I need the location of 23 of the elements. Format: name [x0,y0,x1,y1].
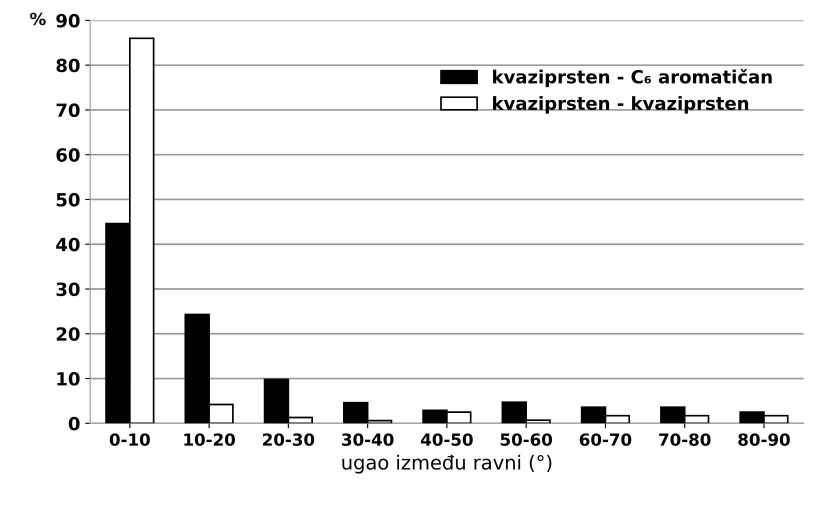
y-tick-label: 0 [68,416,80,430]
x-tick-label: 20-30 [263,433,314,446]
y-tick-label: 90 [56,14,80,28]
x-tick-label: 30-40 [342,433,394,446]
x-tick-label: 40-50 [421,433,473,446]
y-tick-label: 30 [56,282,80,296]
y-tick-label: 40 [56,238,80,252]
y-axis-title: % [30,12,46,26]
x-tick-label: 0-10 [110,433,150,446]
x-tick-label: 60-70 [580,433,632,446]
y-tick-label: 70 [56,103,80,118]
x-axis-title: ugao između ravni (°) [342,454,552,474]
y-tick-label: 20 [56,327,80,341]
legend-label: kvaziprsten - C₆ aromatičan [493,68,772,88]
y-tick-label: 10 [57,372,80,386]
legend-label: kvaziprsten - kvaziprsten [493,96,748,114]
x-tick-label: 50-60 [500,433,552,446]
x-tick-label: 70-80 [659,433,711,446]
y-tick-label: 80 [56,58,80,72]
x-tick-label: 10-20 [184,433,235,446]
x-tick-label: 80-90 [738,433,790,446]
y-tick-label: 60 [56,148,80,162]
y-tick-label: 50 [56,192,80,207]
